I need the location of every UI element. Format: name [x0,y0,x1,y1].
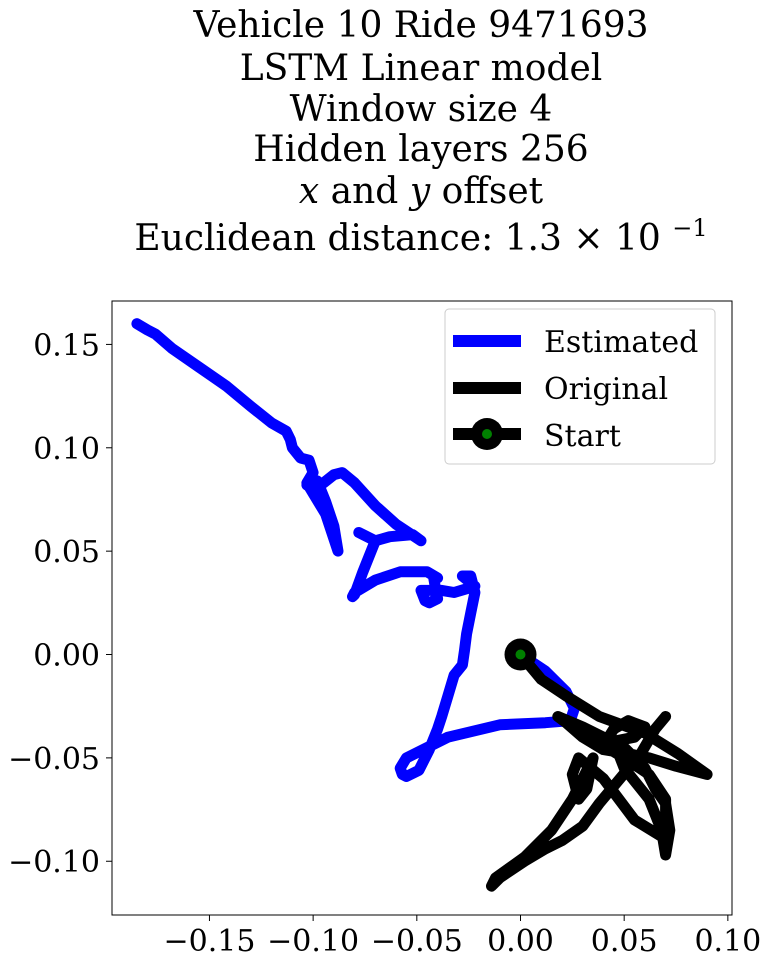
y-tick-label: 0.05 [33,535,100,570]
legend-start-marker-center [482,429,492,439]
title-base: 10 [615,218,661,259]
y-axis: −0.10 −0.05 0.00 0.05 0.10 0.15 [8,328,112,880]
legend-original-label: Original [544,372,668,407]
x-tick-label: −0.05 [371,924,463,959]
legend-estimated-label: Estimated [544,325,698,360]
title-offset-word: offset [442,171,544,212]
x-tick-label: 0.10 [694,924,761,959]
start-marker-center [515,649,526,660]
title-line-4: Hidden layers 256 [253,129,588,170]
legend-box [444,308,716,465]
title-exponent: −1 [672,214,707,242]
legend-start-label: Start [544,419,621,454]
x-tick-label: 0.00 [487,924,554,959]
series-original-line [486,649,713,892]
title-line-6: Euclidean distance: 1.3 × 10 −1 [134,214,707,259]
title-var-x: x [299,171,319,212]
x-axis: −0.15 −0.10 −0.05 0.00 0.05 0.10 [163,915,761,959]
y-tick-label: 0.15 [33,328,100,363]
title-conj: and [331,171,399,212]
y-tick-label: −0.10 [8,845,100,880]
y-tick-label: 0.10 [33,432,100,467]
series-estimated-line [131,318,580,782]
title-line-2: LSTM Linear model [240,48,603,89]
title-line-1: Vehicle 10 Ride 9471693 [192,5,648,46]
title-times: × [573,218,603,259]
title-var-y: y [408,171,431,212]
title-line-3: Window size 4 [290,89,553,130]
x-tick-label: −0.10 [267,924,359,959]
x-tick-label: −0.15 [163,924,255,959]
plot-area [131,318,713,892]
y-tick-label: 0.00 [33,639,100,674]
chart-title: Vehicle 10 Ride 9471693 LSTM Linear mode… [134,5,707,259]
axes-frame [111,300,733,916]
y-tick-label: −0.05 [8,742,100,777]
title-dist-prefix: Euclidean distance: 1.3 [134,218,562,259]
legend: Estimated Original Start [444,308,716,465]
x-tick-label: 0.05 [591,924,658,959]
title-line-5: x and y offset [299,171,544,212]
